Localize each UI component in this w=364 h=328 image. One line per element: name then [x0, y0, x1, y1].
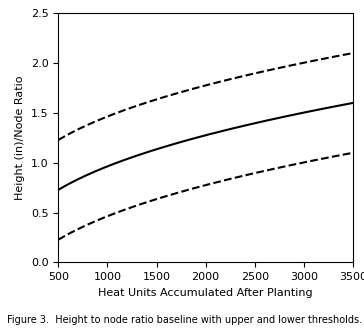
X-axis label: Heat Units Accumulated After Planting: Heat Units Accumulated After Planting [98, 288, 313, 298]
Text: Figure 3.  Height to node ratio baseline with upper and lower thresholds.: Figure 3. Height to node ratio baseline … [7, 315, 363, 325]
Y-axis label: Height (in)/Node Ratio: Height (in)/Node Ratio [15, 75, 25, 200]
